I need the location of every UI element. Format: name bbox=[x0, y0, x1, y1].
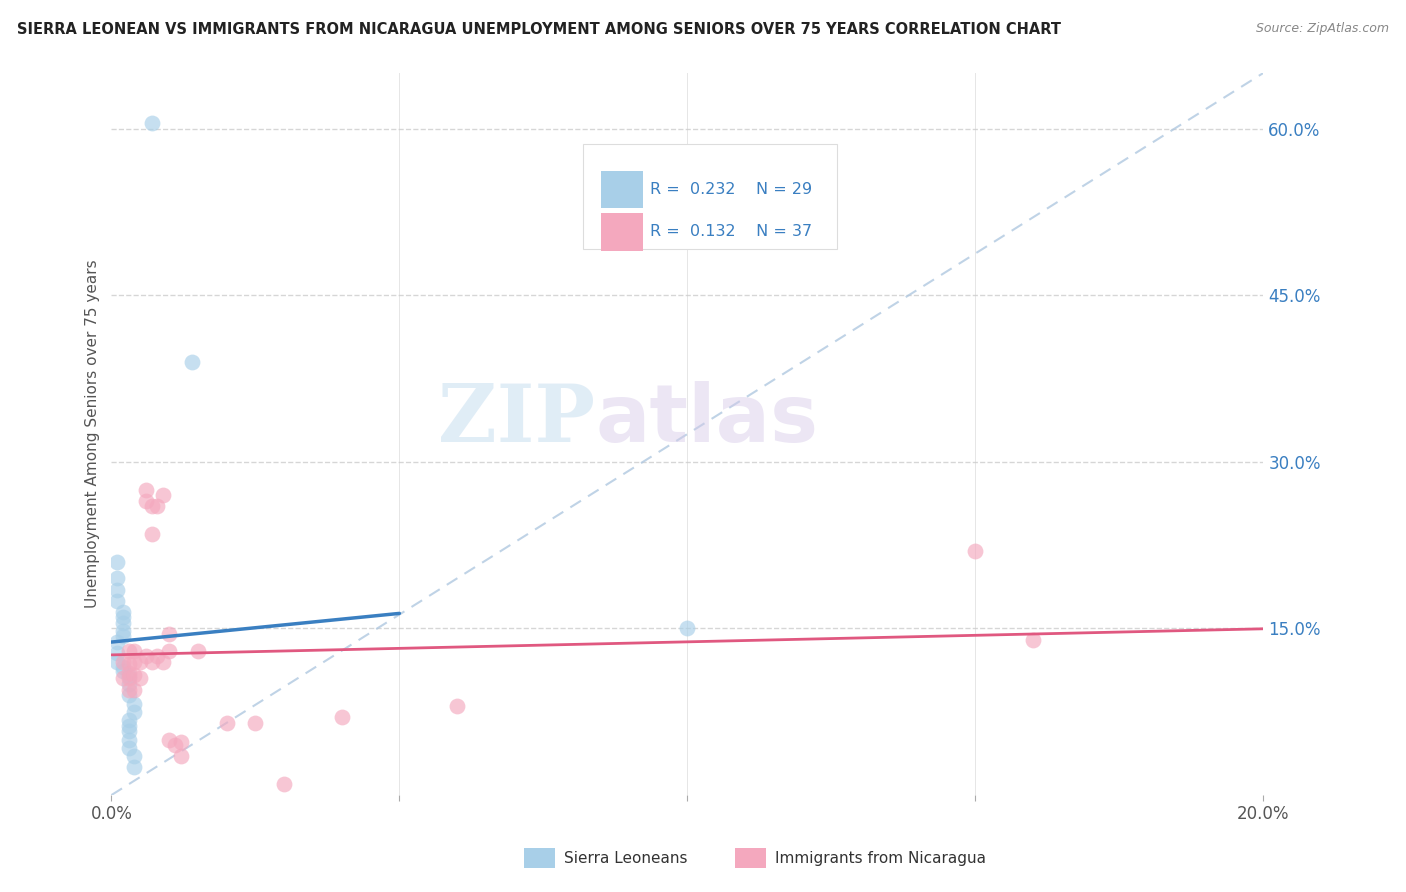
Point bbox=[163, 738, 186, 752]
Point bbox=[111, 629, 134, 643]
Point bbox=[124, 697, 146, 711]
Point bbox=[118, 688, 141, 702]
Point bbox=[273, 777, 295, 791]
Point bbox=[187, 643, 209, 657]
Point bbox=[111, 664, 134, 678]
Point bbox=[215, 715, 238, 730]
Point bbox=[157, 627, 180, 641]
Point bbox=[118, 672, 141, 686]
Point bbox=[105, 646, 128, 660]
Point bbox=[118, 665, 141, 680]
Point bbox=[141, 527, 163, 541]
Point bbox=[118, 732, 141, 747]
Point bbox=[129, 672, 152, 686]
Point bbox=[124, 655, 146, 669]
Text: Sierra Leoneans: Sierra Leoneans bbox=[564, 851, 688, 865]
Point bbox=[118, 682, 141, 697]
Text: ZIP: ZIP bbox=[439, 381, 595, 458]
Point bbox=[105, 555, 128, 569]
Point bbox=[1022, 632, 1045, 647]
Point bbox=[118, 669, 141, 683]
Point bbox=[111, 655, 134, 669]
Point bbox=[124, 643, 146, 657]
Point bbox=[157, 643, 180, 657]
Point bbox=[124, 682, 146, 697]
Point bbox=[105, 571, 128, 585]
Point bbox=[105, 593, 128, 607]
Point bbox=[118, 741, 141, 756]
Point bbox=[135, 493, 157, 508]
Point bbox=[118, 723, 141, 738]
Point bbox=[105, 582, 128, 597]
Text: R =  0.232    N = 29: R = 0.232 N = 29 bbox=[650, 182, 811, 197]
Point bbox=[330, 710, 353, 724]
Point bbox=[124, 705, 146, 719]
Point bbox=[111, 605, 134, 619]
Point bbox=[141, 116, 163, 130]
Point bbox=[105, 655, 128, 669]
Point bbox=[111, 610, 134, 624]
Point bbox=[135, 649, 157, 664]
Point bbox=[135, 483, 157, 497]
Point bbox=[446, 699, 468, 714]
Point bbox=[118, 713, 141, 727]
Point bbox=[111, 660, 134, 674]
Point bbox=[141, 500, 163, 514]
Point bbox=[965, 543, 987, 558]
Text: R =  0.132    N = 37: R = 0.132 N = 37 bbox=[650, 225, 811, 239]
Point bbox=[169, 735, 191, 749]
Point bbox=[152, 488, 174, 502]
Point bbox=[157, 732, 180, 747]
Text: atlas: atlas bbox=[595, 381, 818, 458]
Y-axis label: Unemployment Among Seniors over 75 years: Unemployment Among Seniors over 75 years bbox=[86, 260, 100, 608]
Point bbox=[111, 624, 134, 638]
Point bbox=[111, 615, 134, 630]
Point bbox=[118, 657, 141, 671]
Point bbox=[129, 655, 152, 669]
Text: SIERRA LEONEAN VS IMMIGRANTS FROM NICARAGUA UNEMPLOYMENT AMONG SENIORS OVER 75 Y: SIERRA LEONEAN VS IMMIGRANTS FROM NICARA… bbox=[17, 22, 1062, 37]
Point bbox=[111, 672, 134, 686]
Point bbox=[146, 649, 169, 664]
Point bbox=[676, 622, 699, 636]
Text: Source: ZipAtlas.com: Source: ZipAtlas.com bbox=[1256, 22, 1389, 36]
Point bbox=[118, 643, 141, 657]
Point bbox=[118, 719, 141, 733]
Point bbox=[124, 760, 146, 774]
Text: Immigrants from Nicaragua: Immigrants from Nicaragua bbox=[775, 851, 986, 865]
Point bbox=[118, 677, 141, 691]
Point bbox=[141, 655, 163, 669]
Point bbox=[169, 749, 191, 764]
Point bbox=[152, 655, 174, 669]
Point bbox=[105, 634, 128, 648]
Point bbox=[124, 668, 146, 682]
Point bbox=[124, 749, 146, 764]
Point bbox=[181, 355, 204, 369]
Point bbox=[146, 500, 169, 514]
Point bbox=[245, 715, 267, 730]
